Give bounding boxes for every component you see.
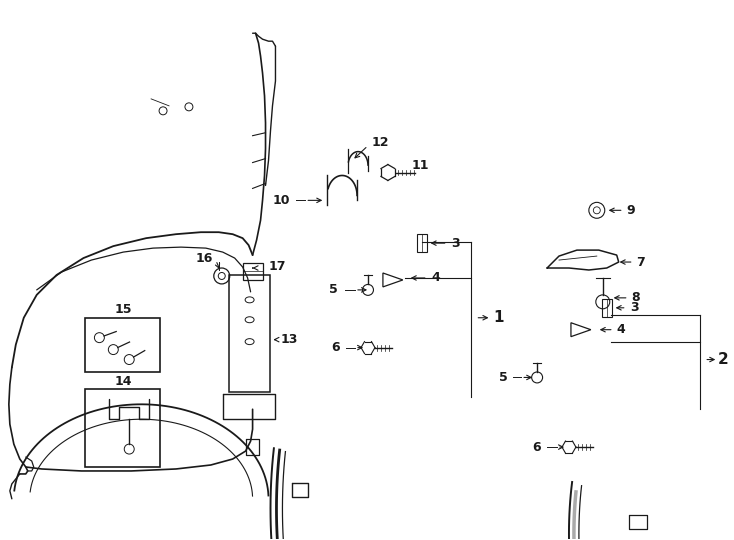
Text: 8: 8 [632, 292, 640, 305]
Text: 9: 9 [627, 204, 636, 217]
Bar [243, 263, 263, 280]
Text: 4: 4 [432, 272, 440, 285]
Text: 6: 6 [532, 441, 541, 454]
Text: 17: 17 [269, 260, 286, 273]
Text: 16: 16 [195, 252, 213, 265]
Text: 3: 3 [631, 301, 639, 314]
Text: 12: 12 [372, 136, 390, 149]
Text: 4: 4 [617, 323, 625, 336]
Text: 2: 2 [718, 352, 729, 367]
Text: 7: 7 [636, 255, 645, 268]
Text: 5: 5 [330, 284, 338, 296]
Text: 11: 11 [412, 159, 429, 172]
Bar [602, 299, 611, 317]
Bar [85, 318, 160, 373]
Text: 1: 1 [493, 310, 504, 325]
Text: 10: 10 [273, 194, 291, 207]
Text: 13: 13 [280, 333, 298, 346]
Text: 14: 14 [115, 375, 132, 388]
Bar [417, 234, 426, 252]
Bar [85, 389, 160, 467]
Text: 15: 15 [115, 303, 132, 316]
Text: 6: 6 [332, 341, 340, 354]
Text: 3: 3 [451, 237, 460, 249]
Bar [229, 275, 271, 393]
Text: 5: 5 [498, 371, 507, 384]
